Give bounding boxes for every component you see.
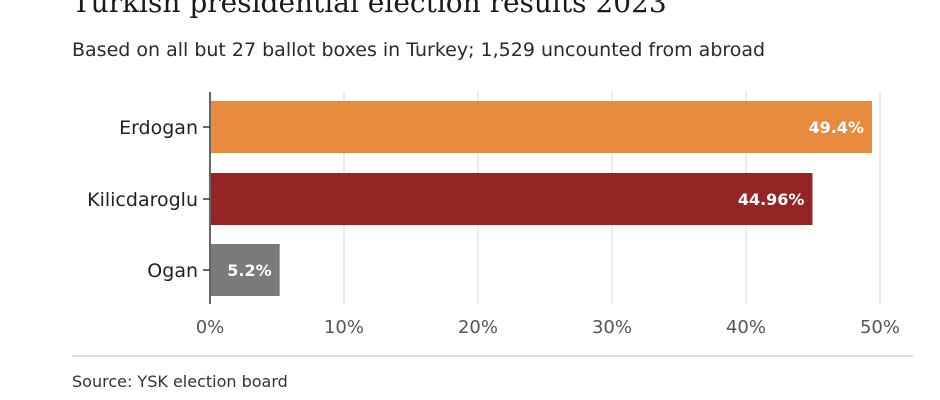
x-tick-label: 30% — [592, 317, 632, 338]
axes: 0% 10% 20% 30% 40% 50% Erdogan Kilicdaroglu Ogan — [87, 92, 900, 338]
data-label: 49.4% — [808, 118, 864, 137]
source-note: Source: YSK election board — [72, 372, 288, 391]
category-label: Kilicdaroglu — [87, 189, 198, 211]
x-tick-label: 50% — [860, 317, 900, 338]
x-tick-label: 10% — [324, 317, 364, 338]
category-label: Erdogan — [119, 117, 198, 139]
bar-kilicdaroglu — [211, 173, 813, 225]
data-label: 44.96% — [738, 190, 805, 209]
x-tick-label: 20% — [458, 317, 498, 338]
x-tick-label: 0% — [196, 317, 225, 338]
chart-subtitle: Based on all but 27 ballot boxes in Turk… — [72, 39, 766, 61]
bars: 49.4% 44.96% 5.2% — [211, 101, 872, 296]
bar-erdogan — [211, 101, 872, 153]
bar-ogan — [211, 244, 280, 296]
chart-title: Turkish presidential election results 20… — [72, 0, 667, 19]
x-tick-label: 40% — [726, 317, 766, 338]
data-label: 5.2% — [227, 261, 271, 280]
category-label: Ogan — [147, 260, 198, 282]
